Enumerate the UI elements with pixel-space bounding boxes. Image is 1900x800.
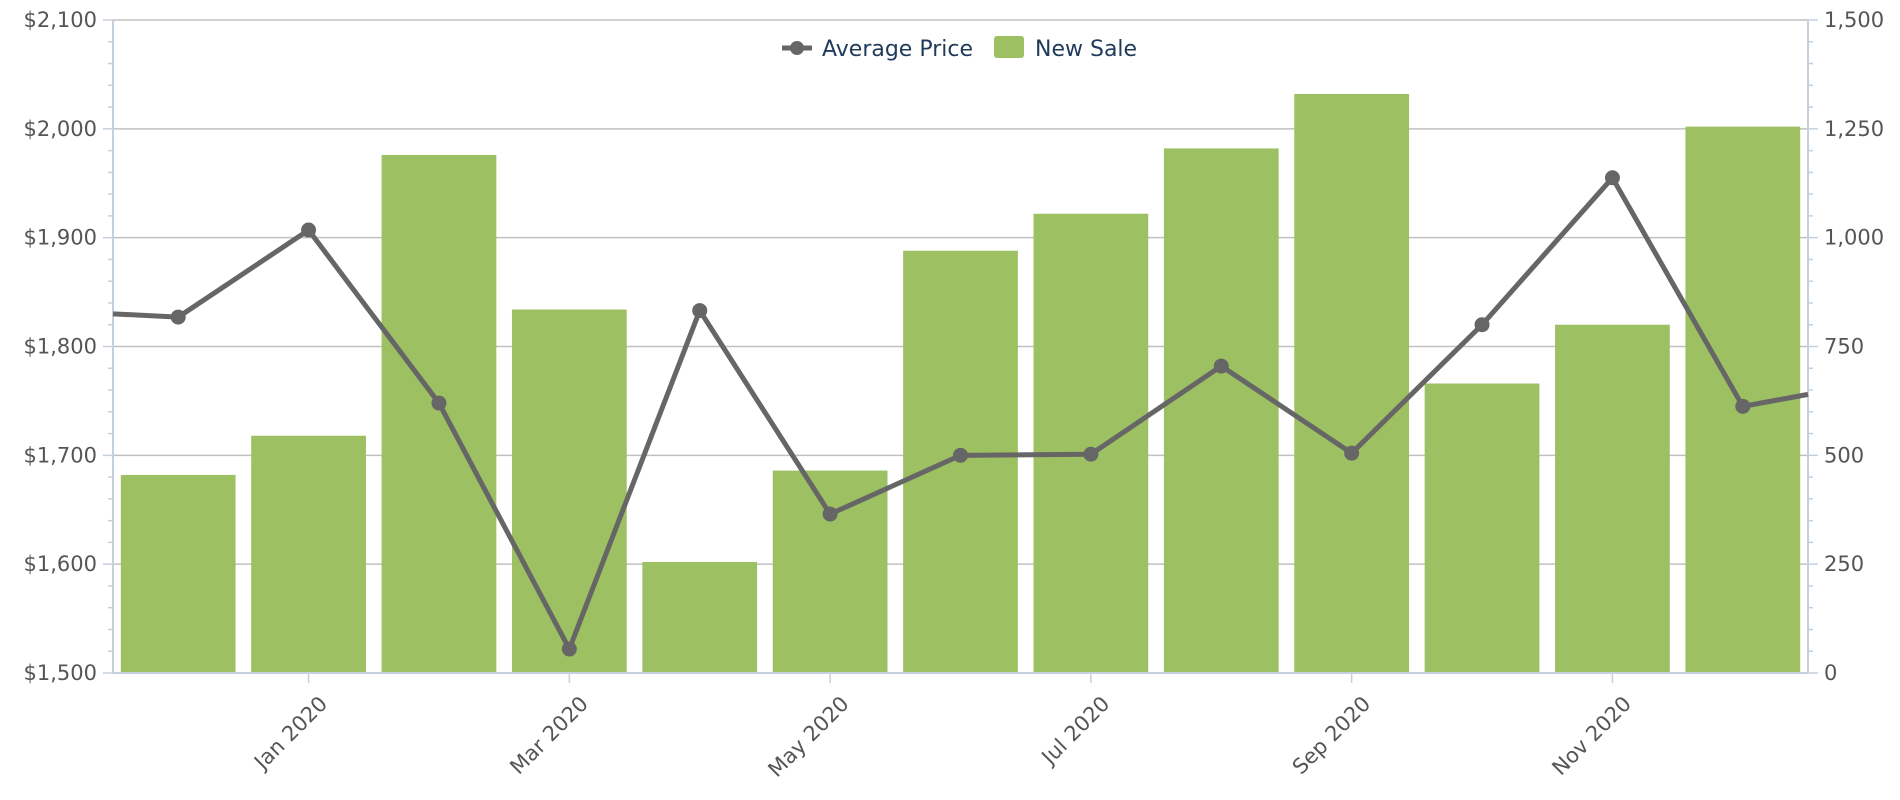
average-price-point[interactable] (1344, 445, 1360, 461)
left-tick-label: $1,500 (24, 661, 97, 685)
legend-label-average-price: Average Price (822, 37, 973, 62)
new-sale-bar[interactable] (1163, 148, 1279, 673)
axes (103, 19, 1818, 683)
legend-label-new-sale: New Sale (1035, 37, 1137, 62)
average-price-point[interactable] (170, 309, 186, 325)
legend-item-new-sale[interactable]: New Sale (994, 36, 1137, 62)
new-sale-bar[interactable] (772, 470, 888, 673)
left-tick-label: $2,100 (24, 8, 97, 32)
x-tick-label: Sep 2020 (1288, 692, 1375, 779)
left-tick-label: $2,000 (24, 117, 97, 141)
right-tick-label: 250 (1824, 552, 1864, 576)
new-sale-bar[interactable] (642, 561, 758, 673)
average-price-point[interactable] (822, 506, 838, 522)
average-price-point[interactable] (301, 222, 317, 238)
right-tick-label: 0 (1824, 661, 1837, 685)
average-price-point[interactable] (1474, 317, 1490, 333)
legend-item-average-price[interactable]: Average Price (782, 37, 973, 62)
average-price-line (112, 170, 1809, 657)
legend-bar-swatch (994, 36, 1024, 58)
left-tick-label: $1,600 (24, 552, 97, 576)
left-tick-label: $1,800 (24, 335, 97, 359)
average-price-point[interactable] (431, 395, 447, 411)
left-tick-label: $1,700 (24, 443, 97, 467)
average-price-point[interactable] (1213, 358, 1229, 374)
average-price-point[interactable] (692, 303, 708, 319)
right-tick-label: 1,250 (1824, 117, 1884, 141)
average-price-point[interactable] (1604, 170, 1620, 186)
new-sale-bar[interactable] (511, 309, 627, 673)
new-sale-bar[interactable] (1033, 213, 1149, 673)
x-tick-label: Mar 2020 (505, 692, 593, 780)
new-sale-bar[interactable] (120, 474, 236, 673)
x-tick-label: Jul 2020 (1036, 692, 1115, 771)
new-sale-bar[interactable] (1555, 324, 1670, 673)
left-tick-label: $1,900 (24, 226, 97, 250)
right-tick-label: 750 (1824, 335, 1864, 359)
average-price-point[interactable] (953, 447, 968, 463)
new-sale-bar[interactable] (251, 435, 366, 673)
average-price-point[interactable] (561, 641, 577, 657)
x-tick-label: Jan 2020 (248, 692, 332, 776)
x-tick-label: Nov 2020 (1547, 692, 1635, 780)
average-price-point[interactable] (1735, 398, 1751, 414)
right-tick-label: 500 (1824, 443, 1864, 467)
new-sale-bar[interactable] (381, 154, 497, 673)
right-tick-label: 1,500 (1824, 8, 1884, 32)
right-tick-label: 1,000 (1824, 226, 1884, 250)
legend[interactable]: Average Price New Sale (782, 36, 1137, 62)
new-sale-bar[interactable] (1424, 383, 1540, 673)
new-sale-bar[interactable] (1294, 94, 1410, 674)
average-price-point[interactable] (1083, 446, 1099, 462)
x-tick-label: May 2020 (763, 692, 853, 782)
legend-marker-swatch (790, 41, 804, 55)
new-sale-bars (120, 94, 1801, 674)
